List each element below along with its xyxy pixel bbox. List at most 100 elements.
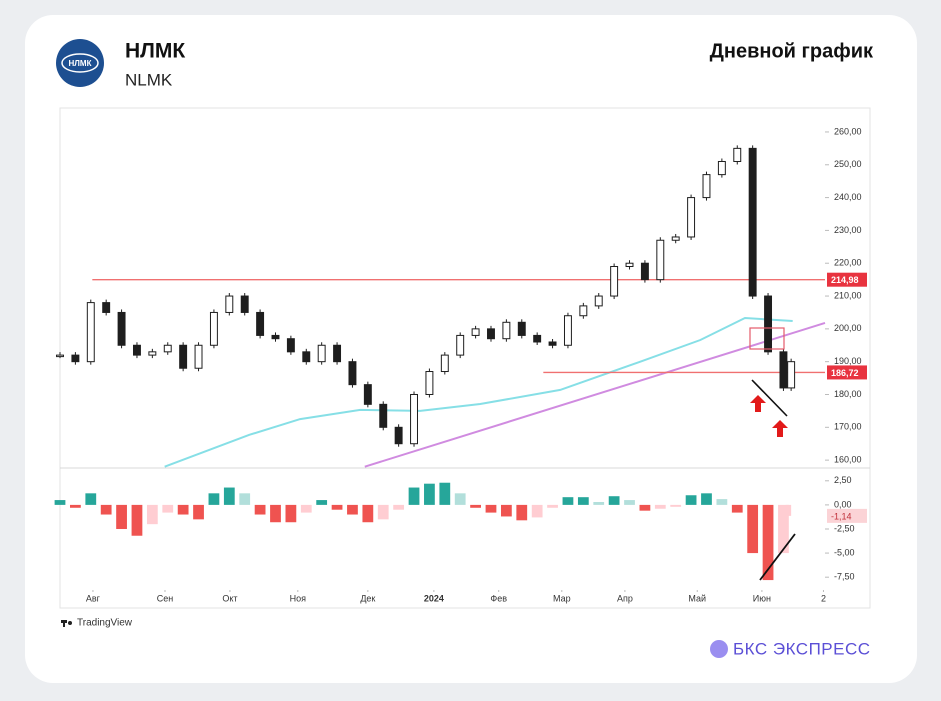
y-tick-label: 190,00 [834, 356, 862, 366]
candle [425, 371, 434, 395]
histogram-bar [54, 500, 66, 505]
histogram-bar [785, 504, 792, 516]
histogram-bar [239, 493, 251, 505]
histogram-bar [362, 504, 374, 523]
histogram-bar [208, 493, 220, 505]
histogram-bar [347, 504, 358, 515]
histogram-bar [731, 504, 743, 513]
x-tick-label: Июн [753, 593, 771, 603]
y-tick-label: 200,00 [834, 323, 862, 333]
y-tick-label: 250,00 [834, 159, 862, 169]
logo-text: НЛМК [69, 59, 92, 68]
histogram-bar [270, 504, 281, 523]
histogram-bar [331, 504, 343, 510]
y-tick-label: 180,00 [834, 389, 862, 399]
candle [286, 338, 295, 353]
candle [394, 426, 403, 445]
candle [333, 344, 342, 363]
candle [487, 328, 495, 340]
candle [348, 361, 357, 386]
logo-ring [61, 53, 99, 73]
candle [456, 334, 465, 356]
candle [225, 295, 234, 313]
histogram-bar [100, 504, 112, 515]
candle [748, 147, 757, 297]
x-tick-label: Апр [617, 593, 633, 603]
candle [656, 239, 665, 281]
candle [363, 384, 372, 405]
histogram-bar [624, 500, 635, 505]
level-label: 186,72 [831, 368, 859, 378]
level-tag [827, 365, 867, 380]
source: TradingView [77, 618, 133, 629]
y-tick-label: 260,00 [834, 126, 862, 136]
candle [610, 266, 619, 297]
histogram-bar [485, 504, 497, 513]
candle [271, 334, 280, 340]
chart-label: Дневной график [710, 40, 874, 62]
candle [533, 334, 542, 343]
histogram-bar [547, 504, 558, 508]
candle [317, 344, 326, 363]
y-tick-label: 160,00 [834, 454, 862, 464]
candle [117, 311, 126, 346]
y-tick-label: 220,00 [834, 258, 862, 268]
histogram-bar [516, 504, 528, 521]
x-tick-label: Май [688, 593, 706, 603]
histogram-bar [177, 504, 189, 515]
candle [56, 354, 64, 358]
histogram-bar [146, 504, 158, 525]
candle [102, 302, 111, 313]
x-tick-label: Ноя [290, 593, 307, 603]
candle [579, 305, 588, 317]
histogram-bar [131, 504, 143, 536]
histogram-bar [70, 504, 81, 508]
candle [548, 341, 557, 346]
histogram-bar [685, 495, 697, 505]
y-tick-label: 0,00 [834, 499, 852, 509]
histogram-bar [577, 497, 589, 505]
histogram-bar [116, 504, 127, 529]
y-tick-label: 2,50 [834, 475, 852, 485]
candle [502, 321, 511, 340]
level-label: 214,98 [831, 275, 859, 285]
trendline [364, 321, 826, 468]
candle [163, 344, 172, 353]
candle [733, 147, 742, 162]
histogram-bar [254, 504, 266, 515]
histogram-bar [393, 504, 405, 510]
candle [86, 302, 95, 363]
title: НЛМК [125, 40, 185, 63]
histogram-bar [747, 504, 759, 554]
histogram-bar [439, 482, 451, 505]
histogram-bar [531, 504, 543, 518]
candle [148, 351, 157, 356]
brand-logo [710, 640, 728, 658]
candle [71, 354, 80, 363]
subtitle: NLMK [125, 70, 173, 89]
candle [410, 393, 418, 445]
candle [717, 160, 726, 176]
histogram-bar [639, 504, 651, 511]
histogram-bar [377, 504, 389, 520]
histogram-bar [716, 499, 728, 505]
y-tick-label: 170,00 [834, 422, 862, 432]
x-tick-label: Окт [222, 593, 237, 603]
moving-average [164, 317, 793, 468]
candle [256, 311, 265, 336]
histogram-bar [500, 504, 512, 517]
histogram-bar [316, 500, 328, 505]
x-tick-label: Авг [86, 593, 101, 603]
histogram-bar [285, 504, 297, 523]
histogram-bar [608, 496, 620, 505]
y-tick-label: 230,00 [834, 225, 862, 235]
x-tick-label: 2024 [424, 593, 444, 603]
level-tag [827, 272, 867, 287]
annotations [749, 327, 796, 581]
candle [179, 344, 188, 369]
candle [779, 351, 788, 389]
brand: БКС ЭКСПРЕСС [733, 639, 871, 658]
candle [764, 295, 773, 353]
histogram-bar [424, 483, 435, 505]
